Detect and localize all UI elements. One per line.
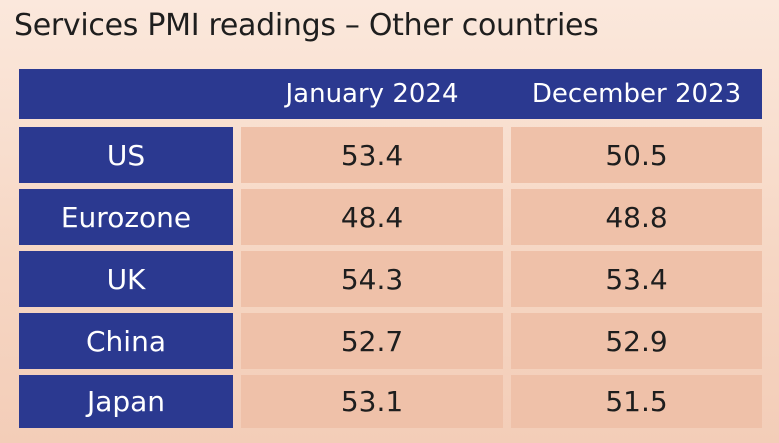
table-cell: 52.7 <box>241 313 503 369</box>
row-label-china: China <box>19 313 233 369</box>
table-cell: 53.1 <box>241 375 503 428</box>
row-label-uk: UK <box>19 251 233 307</box>
table-cell: 51.5 <box>511 375 762 428</box>
chart-title: Services PMI readings – Other countries <box>14 8 599 43</box>
table-cell: 48.4 <box>241 189 503 245</box>
table-cell: 52.9 <box>511 313 762 369</box>
table-header-bar <box>19 69 762 119</box>
row-label-eurozone: Eurozone <box>19 189 233 245</box>
row-label-japan: Japan <box>19 375 233 428</box>
column-header-january-2024: January 2024 <box>285 79 459 109</box>
table-cell: 53.4 <box>241 127 503 183</box>
table-cell: 50.5 <box>511 127 762 183</box>
column-header-december-2023: December 2023 <box>531 79 742 109</box>
table-cell: 54.3 <box>241 251 503 307</box>
table-cell: 53.4 <box>511 251 762 307</box>
table-cell: 48.8 <box>511 189 762 245</box>
row-label-us: US <box>19 127 233 183</box>
